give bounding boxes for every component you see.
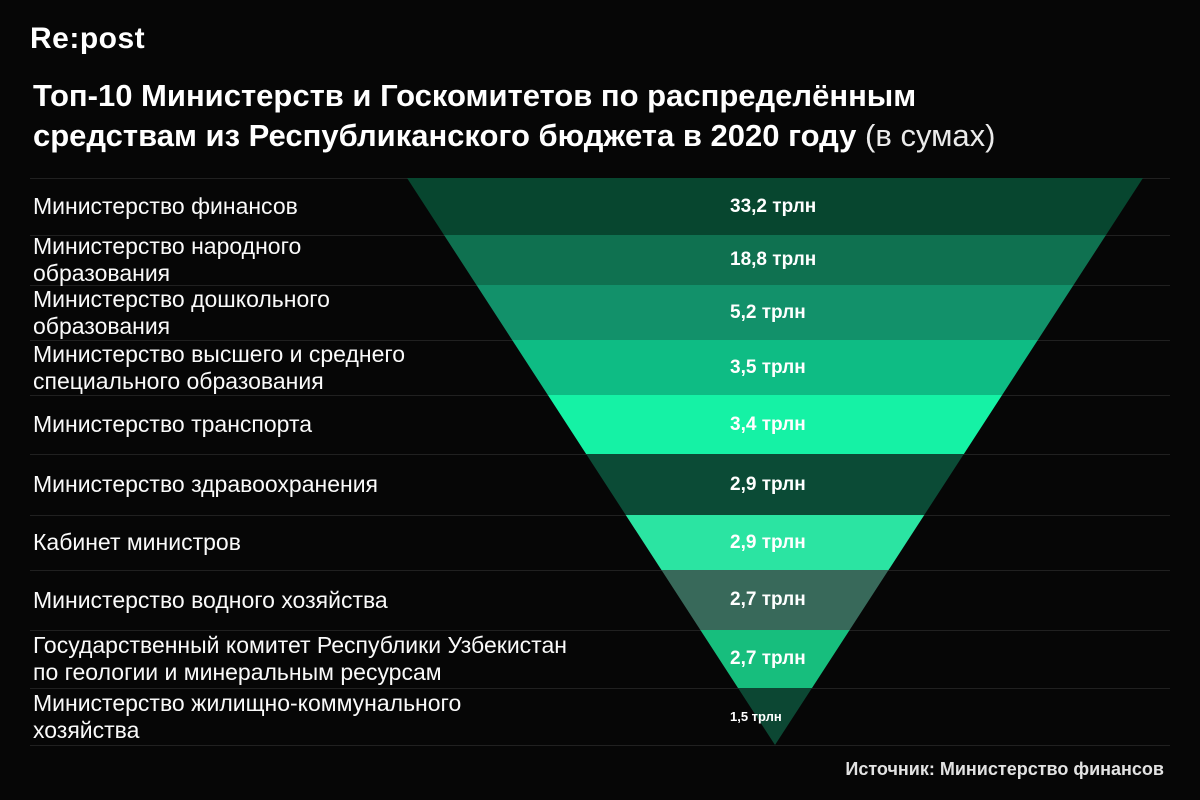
row-label: Министерство жилищно-коммунального хозяй…	[33, 689, 462, 743]
row-value: 2,7 трлн	[730, 589, 806, 610]
row-label: Министерство дошкольного образования	[33, 285, 330, 339]
row-value: 33,2 трлн	[730, 195, 817, 217]
row-separator	[30, 745, 1170, 746]
row-label: Министерство народного образования	[33, 233, 302, 286]
row-value: 18,8 трлн	[730, 249, 817, 270]
row-separator	[30, 515, 1170, 516]
row-label: Государственный комитет Республики Узбек…	[33, 632, 567, 685]
chart-title-line2-bold: средствам из Республиканского бюджета в …	[33, 118, 857, 153]
row-label: Министерство водного хозяйства	[33, 586, 388, 613]
row-separator	[30, 630, 1170, 631]
row-label: Министерство финансов	[33, 193, 298, 219]
row-value: 2,7 трлн	[730, 648, 806, 669]
row-label: Министерство транспорта	[33, 411, 313, 437]
row-value: 1,5 трлн	[730, 709, 782, 724]
chart-title-line1: Топ-10 Министерств и Госкомитетов по рас…	[33, 78, 917, 113]
chart-title-unit: (в сумах)	[865, 118, 996, 153]
chart-title: Топ-10 Министерств и Госкомитетов по рас…	[33, 76, 1173, 156]
funnel-band	[407, 178, 1143, 235]
row-label: Министерство здравоохранения	[33, 471, 378, 497]
repost-logo: Re:post	[30, 22, 146, 55]
row-value: 3,5 трлн	[730, 356, 806, 378]
row-label: Кабинет министров	[33, 529, 241, 555]
row-value: 5,2 трлн	[730, 301, 806, 323]
funnel-band	[407, 285, 1143, 340]
funnel-band	[407, 235, 1143, 285]
row-value: 2,9 трлн	[730, 473, 806, 495]
row-label: Министерство высшего и среднего специаль…	[33, 340, 406, 394]
row-value: 2,9 трлн	[730, 531, 806, 553]
row-separator	[30, 688, 1170, 689]
source-caption: Источник: Министерство финансов	[845, 759, 1164, 779]
row-value: 3,4 трлн	[730, 413, 806, 435]
row-separator	[30, 570, 1170, 571]
